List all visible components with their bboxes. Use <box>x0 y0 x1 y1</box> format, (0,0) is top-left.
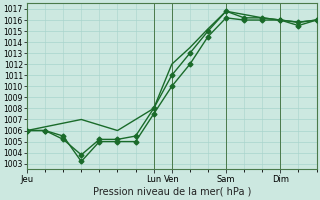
X-axis label: Pression niveau de la mer( hPa ): Pression niveau de la mer( hPa ) <box>92 187 251 197</box>
